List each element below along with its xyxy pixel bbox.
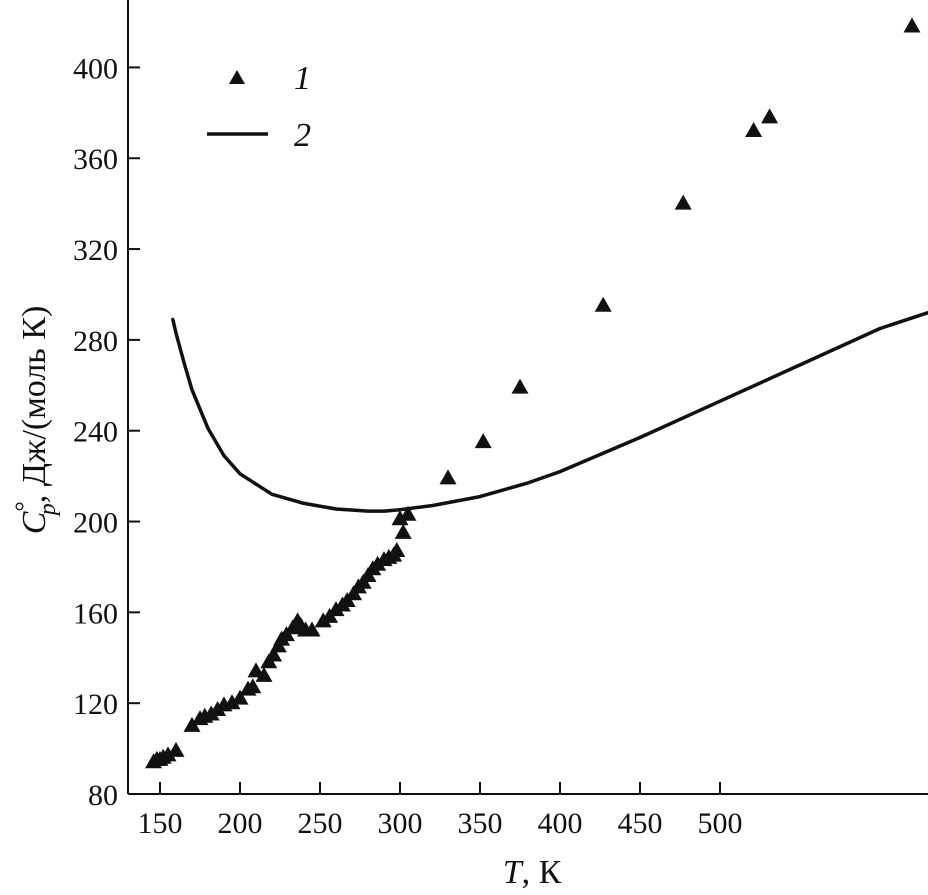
data-point-triangle (903, 17, 921, 33)
data-point-triangle (394, 523, 412, 539)
y-tick-label: 320 (73, 234, 118, 267)
y-axis-unit: , Дж/(моль К) (16, 306, 53, 504)
y-tick-label: 160 (73, 597, 118, 630)
x-tick-label: 250 (298, 807, 343, 840)
x-axis-title: T, К (503, 854, 562, 891)
data-point-triangle (159, 746, 177, 762)
x-axis: 150 200 250 300 350 400 450 500 (138, 782, 743, 840)
data-point-triangle (399, 505, 417, 521)
data-point-triangle (674, 194, 692, 210)
x-tick-label: 500 (698, 807, 743, 840)
legend-label-1: 1 (294, 60, 311, 97)
x-tick-label: 350 (458, 807, 503, 840)
data-point-triangle (388, 542, 406, 557)
legend: 1 2 (207, 60, 311, 154)
x-tick-label: 150 (138, 807, 183, 840)
x-axis-unit: , К (522, 854, 562, 891)
y-axis-variable: C (16, 511, 53, 534)
y-axis: 80 120 160 200 240 280 320 360 400 (73, 52, 140, 812)
data-point-triangle (761, 108, 779, 124)
series-line-2 (171, 310, 928, 513)
y-axis-subscript: p (35, 503, 61, 517)
series-layer (145, 17, 928, 769)
data-point-triangle (244, 678, 262, 694)
y-axis-superscript: ° (10, 501, 39, 511)
y-tick-label: 280 (73, 325, 118, 358)
y-tick-label: 240 (73, 416, 118, 449)
data-point-triangle (231, 689, 249, 705)
data-point-triangle (391, 510, 409, 526)
data-point-triangle (439, 469, 457, 485)
y-tick-label: 360 (73, 143, 118, 176)
y-tick-label: 400 (73, 52, 118, 85)
y-tick-label: 200 (73, 507, 118, 540)
data-point-triangle (303, 621, 321, 637)
data-point-triangle (167, 741, 185, 757)
y-axis-title: C°p, Дж/(моль К) (10, 306, 61, 535)
x-tick-label: 300 (378, 807, 423, 840)
x-tick-label: 450 (618, 807, 663, 840)
legend-label-2: 2 (294, 117, 311, 154)
data-point-triangle (474, 433, 492, 449)
x-tick-label: 200 (218, 807, 263, 840)
legend-marker-triangle (229, 70, 245, 84)
data-point-triangle (255, 666, 273, 682)
y-tick-label: 120 (73, 688, 118, 721)
x-tick-label: 400 (538, 807, 583, 840)
data-point-triangle (594, 296, 612, 312)
x-axis-variable: T (503, 854, 524, 891)
data-point-triangle (511, 378, 529, 394)
y-tick-label: 80 (88, 779, 118, 812)
plot-frame (127, 0, 928, 795)
data-point-triangle (223, 694, 241, 710)
data-point-triangle (265, 646, 283, 662)
data-point-triangle (745, 122, 763, 137)
